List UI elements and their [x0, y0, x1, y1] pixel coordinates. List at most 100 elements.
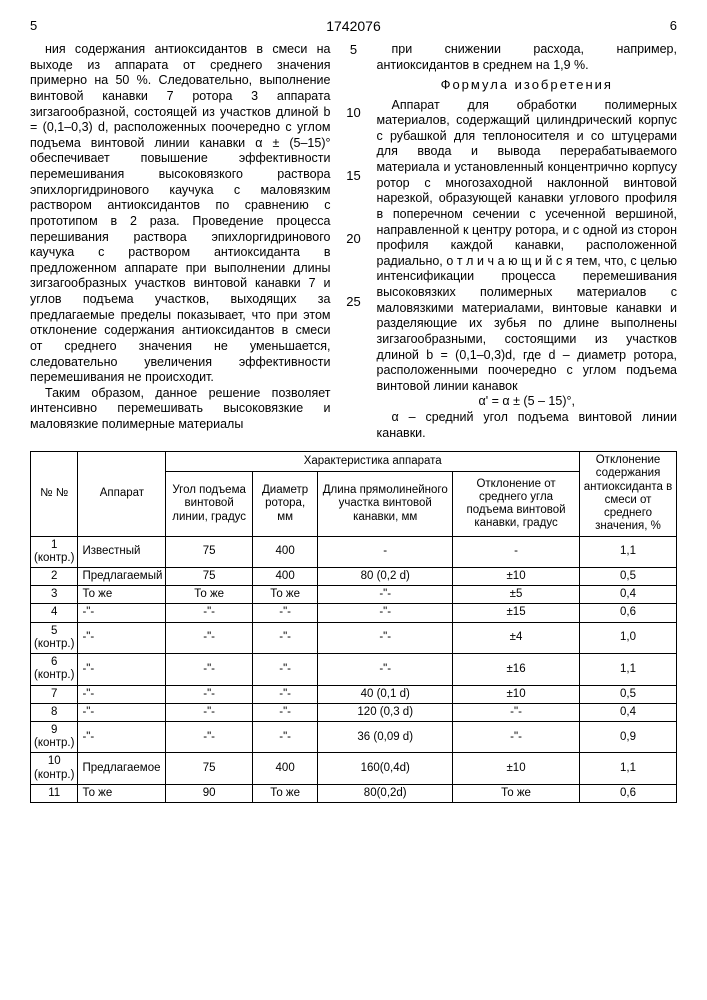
table-cell: 11	[31, 784, 78, 802]
table-cell: 10(контр.)	[31, 753, 78, 784]
table-row: 7-"--"--"-40 (0,1 d)±100,5	[31, 685, 677, 703]
left-column: ния содержания антиоксидантов в смеси на…	[30, 42, 331, 441]
table-cell: 6(контр.)	[31, 654, 78, 685]
table-cell: -"-	[78, 685, 166, 703]
table-row: 11То же90То же80(0,2d)То же0,6	[31, 784, 677, 802]
line-num: 25	[346, 294, 360, 309]
table-cell: -	[318, 536, 453, 567]
table-cell: 2	[31, 568, 78, 586]
table-cell: 75	[166, 536, 253, 567]
page-header: 5 1742076 6	[30, 18, 677, 34]
table-row: 2Предлагаемый7540080 (0,2 d)±100,5	[31, 568, 677, 586]
table-cell: То же	[252, 586, 317, 604]
table-cell: 120 (0,3 d)	[318, 703, 453, 721]
table-cell: 90	[166, 784, 253, 802]
table-cell: Известный	[78, 536, 166, 567]
table-cell: ±16	[453, 654, 580, 685]
table-cell: 40 (0,1 d)	[318, 685, 453, 703]
table-row: 10(контр.)Предлагаемое75400160(0,4d)±101…	[31, 753, 677, 784]
table-cell: -"-	[166, 703, 253, 721]
line-num: 10	[346, 105, 360, 120]
table-cell: -"-	[78, 604, 166, 622]
page: 5 1742076 6 ния содержания антиоксиданто…	[0, 0, 707, 1000]
table-cell: 1,0	[580, 622, 677, 653]
table-cell: -"-	[252, 622, 317, 653]
table-cell: 1(контр.)	[31, 536, 78, 567]
table-cell: 0,9	[580, 721, 677, 752]
table-cell: То же	[166, 586, 253, 604]
th-apparatus: Аппарат	[78, 452, 166, 536]
line-number-gutter: 5 10 15 20 25	[345, 42, 363, 441]
data-table: № № Аппарат Характеристика аппарата Откл…	[30, 451, 677, 803]
table-cell: ±5	[453, 586, 580, 604]
table-row: 5(контр.)-"--"--"--"-±41,0	[31, 622, 677, 653]
table-cell: -"-	[166, 654, 253, 685]
th-diameter: Диаметр ротора, мм	[252, 472, 317, 536]
line-num: 15	[346, 168, 360, 183]
table-cell: 0,5	[580, 568, 677, 586]
table-cell: ±15	[453, 604, 580, 622]
table-body: 1(контр.)Известный75400--1,12Предлагаемы…	[31, 536, 677, 803]
line-num: 20	[346, 231, 360, 246]
page-num-left: 5	[30, 18, 37, 34]
table-cell: ±10	[453, 568, 580, 586]
patent-number: 1742076	[37, 18, 670, 34]
table-cell: 0,4	[580, 586, 677, 604]
table-cell: То же	[78, 784, 166, 802]
table-cell: ±10	[453, 685, 580, 703]
table-row: 8-"--"--"-120 (0,3 d)-"-0,4	[31, 703, 677, 721]
table-row: 6(контр.)-"--"--"--"-±161,1	[31, 654, 677, 685]
table-cell: -"-	[252, 604, 317, 622]
table-row: 1(контр.)Известный75400--1,1	[31, 536, 677, 567]
table-cell: -"-	[318, 604, 453, 622]
table-cell: ±10	[453, 753, 580, 784]
table-cell: 3	[31, 586, 78, 604]
right-p3: α – средний угол подъема винтовой линии …	[377, 410, 678, 441]
table-cell: То же	[78, 586, 166, 604]
table-cell: -"-	[318, 622, 453, 653]
table-cell: -"-	[166, 604, 253, 622]
table-row: 9(контр.)-"--"--"-36 (0,09 d)-"-0,9	[31, 721, 677, 752]
table-cell: -"-	[78, 703, 166, 721]
table-cell: 8	[31, 703, 78, 721]
table-cell: -"-	[252, 703, 317, 721]
table-cell: -"-	[252, 685, 317, 703]
table-cell: -	[453, 536, 580, 567]
right-column: при снижении расхода, например, антиокси…	[377, 42, 678, 441]
table-cell: 400	[252, 536, 317, 567]
equation: α' = α ± (5 – 15)°,	[377, 394, 678, 410]
table-cell: 80 (0,2 d)	[318, 568, 453, 586]
table-cell: -"-	[166, 721, 253, 752]
table-cell: Предлагаемое	[78, 753, 166, 784]
table-cell: -"-	[78, 622, 166, 653]
right-p1: при снижении расхода, например, антиокси…	[377, 42, 678, 73]
page-num-right: 6	[670, 18, 677, 34]
th-num: № №	[31, 452, 78, 536]
table-cell: -"-	[252, 721, 317, 752]
left-p2: Таким образом, данное решение позволяет …	[30, 386, 331, 433]
table-cell: 0,5	[580, 685, 677, 703]
table-cell: -"-	[252, 654, 317, 685]
table-cell: 160(0,4d)	[318, 753, 453, 784]
th-angle-dev: Отклонение от среднего угла подъема винт…	[453, 472, 580, 536]
table-cell: -"-	[318, 586, 453, 604]
th-deviation: Отклонение содержания антиоксиданта в см…	[580, 452, 677, 536]
table-cell: 1,1	[580, 536, 677, 567]
table-cell: Предлагаемый	[78, 568, 166, 586]
table-cell: 80(0,2d)	[318, 784, 453, 802]
th-angle: Угол подъема винтовой линии, градус	[166, 472, 253, 536]
table-cell: 75	[166, 753, 253, 784]
table-cell: -"-	[166, 622, 253, 653]
table-cell: 0,6	[580, 604, 677, 622]
table-cell: 75	[166, 568, 253, 586]
table-cell: 400	[252, 753, 317, 784]
table-cell: -"-	[166, 685, 253, 703]
table-cell: 4	[31, 604, 78, 622]
th-length: Длина прямолинейного участка винтовой ка…	[318, 472, 453, 536]
table-cell: 9(контр.)	[31, 721, 78, 752]
table-cell: -"-	[453, 703, 580, 721]
table-cell: ±4	[453, 622, 580, 653]
table-cell: 0,4	[580, 703, 677, 721]
th-group: Характеристика аппарата	[166, 452, 580, 472]
table-cell: 1,1	[580, 753, 677, 784]
